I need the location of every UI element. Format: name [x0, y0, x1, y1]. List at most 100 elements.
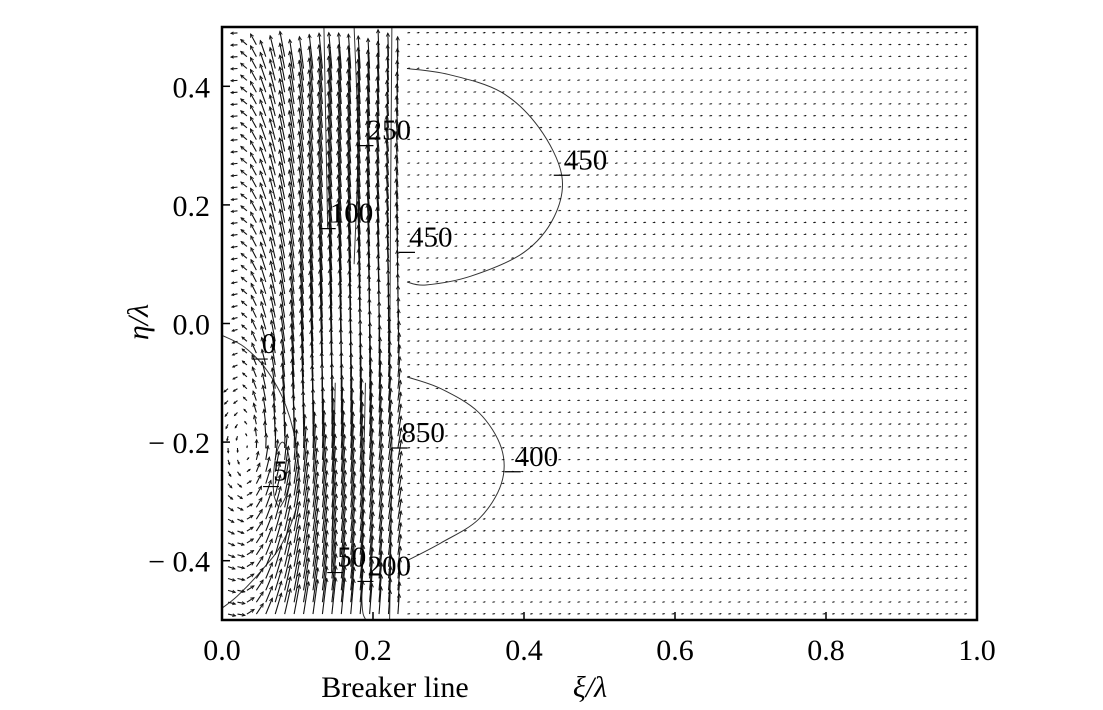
velocity-vector: [298, 214, 305, 247]
vector-head: [531, 447, 534, 449]
velocity-vector: [288, 122, 295, 152]
vector-head: [682, 363, 685, 366]
vector-head: [465, 613, 468, 615]
velocity-vector: [340, 578, 346, 615]
velocity-vector: [230, 103, 238, 106]
vector-head: [474, 31, 477, 34]
velocity-vector: [327, 186, 333, 223]
vector-head: [436, 447, 439, 449]
vector-head: [436, 197, 439, 200]
vector-head: [306, 557, 311, 563]
vector-head: [493, 55, 496, 58]
vector-head: [568, 67, 571, 70]
vector-head: [625, 601, 628, 603]
vector-head: [408, 103, 411, 105]
velocity-vector: [227, 518, 235, 523]
velocity-vector: [369, 535, 374, 567]
vector-head: [587, 494, 590, 497]
vector-head: [653, 114, 656, 117]
velocity-vector: [309, 271, 314, 306]
velocity-vector: [289, 252, 295, 283]
vector-head: [550, 55, 552, 58]
vector-head: [701, 435, 703, 437]
velocity-vector: [288, 193, 295, 223]
vector-head: [268, 224, 274, 230]
velocity-vector: [376, 65, 380, 93]
velocity-vector: [298, 48, 305, 81]
vector-head: [653, 126, 656, 129]
vector-head: [249, 503, 254, 507]
velocity-vector: [293, 525, 301, 555]
velocity-vector: [291, 347, 295, 377]
vector-head: [287, 168, 292, 174]
velocity-vector: [387, 578, 392, 603]
velocity-vector: [347, 187, 352, 223]
vector-head: [540, 601, 543, 603]
vector-head: [502, 613, 505, 615]
vector-head: [427, 506, 430, 508]
vector-head: [465, 269, 468, 271]
velocity-vector: [298, 131, 305, 164]
vector-head: [512, 553, 515, 556]
vector-head: [474, 257, 477, 259]
velocity-vector: [308, 34, 314, 69]
vector-head: [701, 399, 703, 402]
vector-head: [417, 138, 420, 141]
vector-head: [568, 328, 571, 330]
vector-head: [587, 530, 590, 532]
vector-head: [568, 221, 571, 224]
velocity-vector: [376, 100, 380, 128]
vector-head: [265, 444, 270, 450]
vector-head: [502, 447, 505, 449]
vector-head: [625, 67, 628, 70]
vector-head: [550, 506, 552, 508]
vector-head: [279, 291, 284, 297]
vector-head: [550, 174, 552, 176]
vector-head: [568, 565, 571, 568]
vector-head: [269, 295, 274, 301]
velocity-vector: [378, 539, 383, 567]
vector-head: [587, 103, 590, 105]
vector-head: [691, 375, 694, 378]
velocity-vector: [255, 591, 264, 603]
vector-head: [634, 399, 637, 402]
vector-head: [663, 126, 666, 129]
vector-head: [568, 363, 571, 366]
vector-head: [701, 67, 703, 70]
vector-head: [701, 186, 703, 188]
vector-head: [625, 565, 628, 568]
vector-head: [653, 494, 656, 497]
vector-head: [232, 613, 237, 617]
vector-head: [540, 387, 543, 390]
velocity-vector: [300, 344, 305, 377]
vector-head: [672, 150, 675, 153]
vector-head: [502, 91, 505, 93]
vector-head: [568, 411, 571, 413]
vector-head: [550, 613, 552, 615]
vector-head: [427, 67, 430, 70]
vector-head: [230, 162, 234, 166]
velocity-vector: [321, 434, 327, 472]
vector-head: [663, 221, 666, 224]
velocity-vector: [284, 446, 290, 472]
vector-head: [427, 162, 430, 164]
vector-head: [550, 577, 552, 580]
vector-head: [512, 150, 515, 153]
vector-head: [531, 470, 534, 473]
vector-head: [663, 186, 666, 188]
vector-head: [701, 138, 703, 141]
velocity-vector: [359, 581, 364, 615]
velocity-vector: [366, 121, 371, 152]
vector-head: [644, 114, 647, 117]
velocity-vector: [284, 529, 292, 555]
vector-head: [625, 375, 628, 378]
vector-head: [597, 411, 600, 413]
vector-head: [663, 269, 666, 271]
vector-head: [502, 577, 505, 580]
vector-head: [455, 67, 458, 70]
vector-head: [587, 174, 590, 176]
vector-head: [251, 378, 256, 384]
vector-head: [417, 613, 420, 615]
vector-head: [644, 257, 647, 259]
vector-head: [559, 363, 562, 366]
